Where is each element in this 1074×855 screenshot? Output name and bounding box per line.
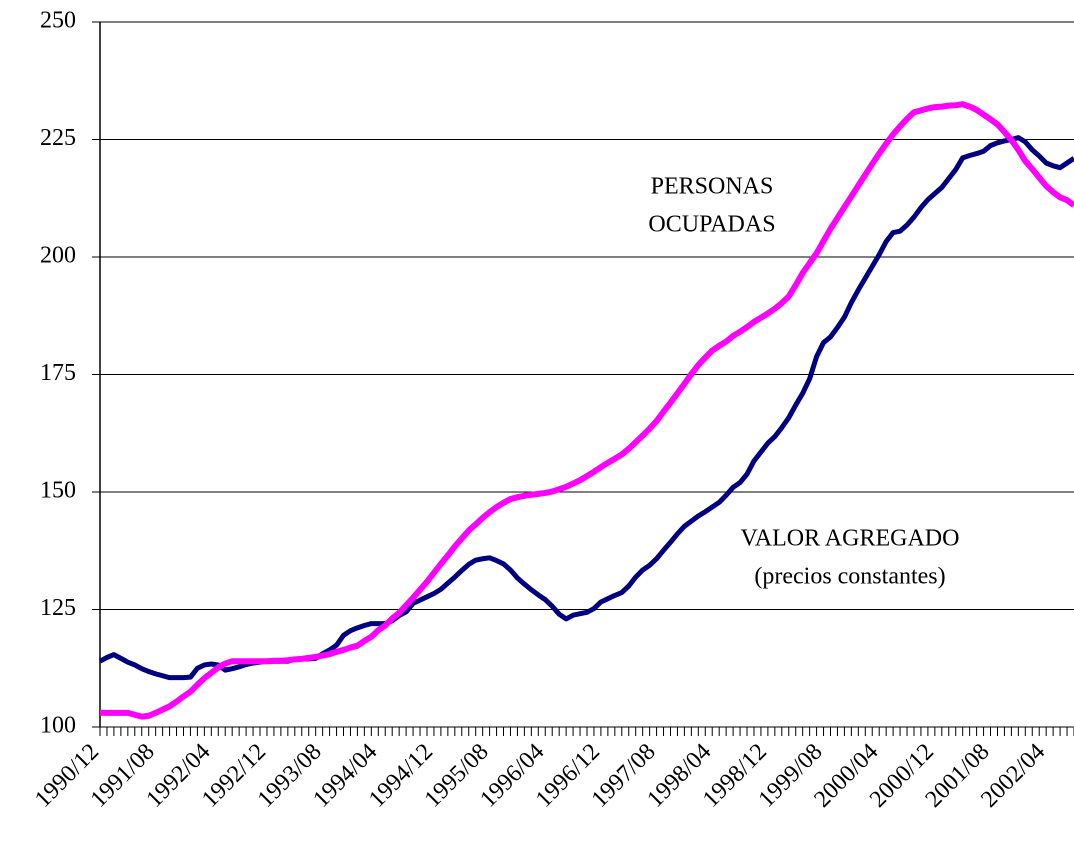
annotation: VALOR AGREGADO bbox=[741, 526, 960, 552]
line-series bbox=[100, 101, 1074, 720]
y-tick-label: 250 bbox=[40, 8, 76, 34]
y-tick-label: 200 bbox=[40, 243, 76, 269]
y-tick-label: 125 bbox=[40, 595, 76, 621]
y-tick-label: 175 bbox=[40, 360, 76, 386]
y-tick-label: 225 bbox=[40, 125, 76, 151]
annotation: PERSONAS bbox=[651, 174, 774, 200]
annotation: (precios constantes) bbox=[754, 564, 945, 590]
line-series bbox=[98, 135, 1074, 681]
y-tick-label: 150 bbox=[40, 478, 76, 504]
annotation: OCUPADAS bbox=[648, 212, 775, 238]
x-tick-label: 2002/04 bbox=[976, 739, 1050, 813]
y-tick-label: 100 bbox=[40, 713, 76, 739]
